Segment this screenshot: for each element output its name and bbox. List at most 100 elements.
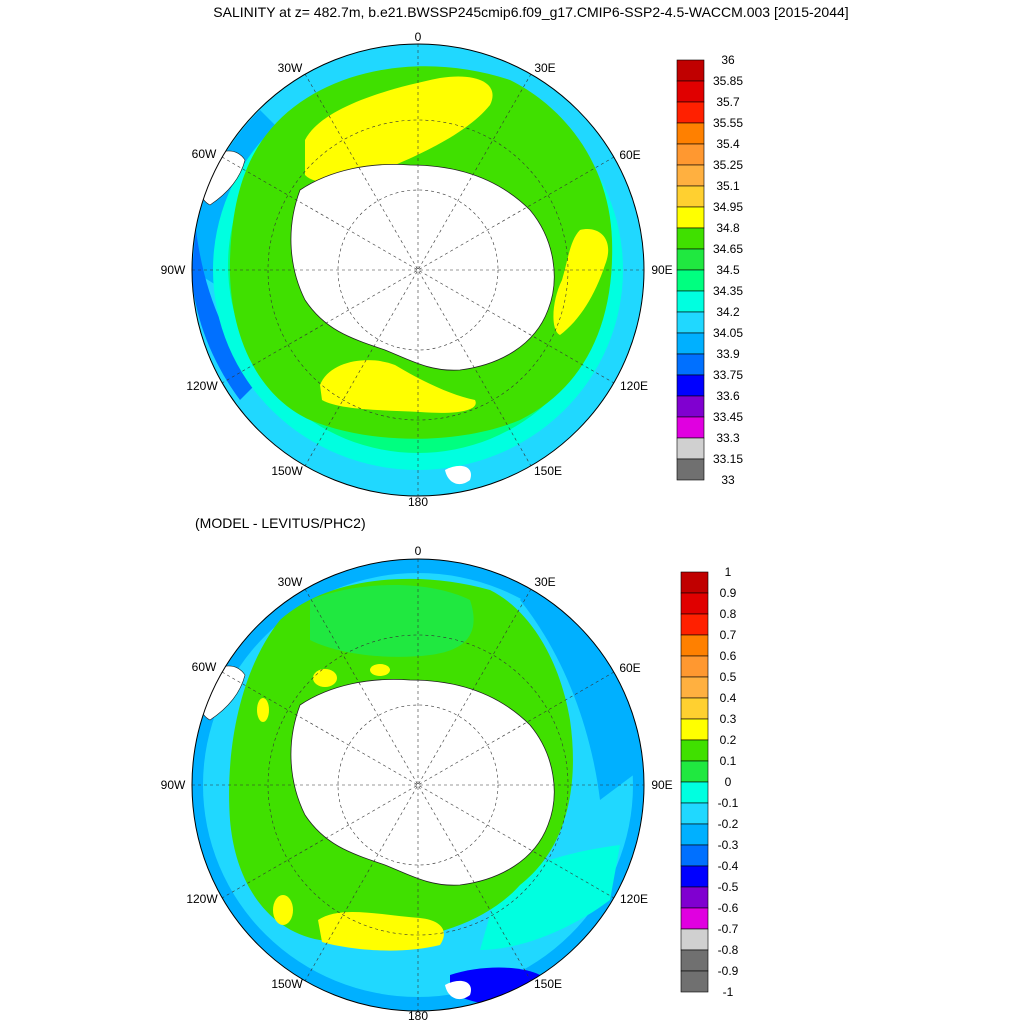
top-lon-150e: 150E xyxy=(534,464,562,478)
bottom-lon-30w: 30W xyxy=(278,575,303,589)
top-lon-60w: 60W xyxy=(192,147,217,161)
bottom-positive-weddell-b xyxy=(370,664,390,676)
bottom-colorbar-label-17: -0.7 xyxy=(718,922,739,936)
top-lon-150w: 150W xyxy=(271,464,303,478)
top-colorbar-label-1: 35.85 xyxy=(713,74,743,88)
bottom-colorbar-label-6: 0.4 xyxy=(720,691,737,705)
bottom-colorbar-box-18 xyxy=(680,949,709,972)
top-colorbar-box-5 xyxy=(676,164,705,187)
bottom-colorbar-box-8 xyxy=(680,739,709,762)
top-colorbar-box-15 xyxy=(676,374,705,397)
bottom-lon-180: 180 xyxy=(408,1009,428,1023)
bottom-colorbar-label-14: -0.4 xyxy=(718,859,739,873)
bottom-ocean-negative-east xyxy=(520,575,640,800)
top-colorbar-label-15: 33.75 xyxy=(713,368,743,382)
bottom-colorbar-box-13 xyxy=(680,844,709,867)
bottom-colorbar-box-19 xyxy=(680,970,709,993)
top-lon-0: 0 xyxy=(415,30,422,44)
top-colorbar-box-11 xyxy=(676,290,705,313)
bottom-colorbar-box-9 xyxy=(680,760,709,783)
top-colorbar-box-12 xyxy=(676,311,705,334)
top-colorbar-label-19: 33.15 xyxy=(713,452,743,466)
top-colorbar-label-2: 35.7 xyxy=(716,95,740,109)
top-colorbar-box-10 xyxy=(676,269,705,292)
top-lon-30e: 30E xyxy=(534,61,555,75)
top-colorbar-label-8: 34.8 xyxy=(716,221,740,235)
bottom-colorbar-label-3: 0.7 xyxy=(720,628,737,642)
bottom-colorbar-label-13: -0.3 xyxy=(718,838,739,852)
bottom-colorbar-box-10 xyxy=(680,781,709,804)
bottom-colorbar-label-10: 0 xyxy=(725,775,732,789)
bottom-colorbar-box-3 xyxy=(680,634,709,657)
bottom-lon-150e: 150E xyxy=(534,977,562,991)
top-colorbar-label-17: 33.45 xyxy=(713,410,743,424)
bottom-colorbar-label-19: -0.9 xyxy=(718,964,739,978)
top-colorbar-label-12: 34.2 xyxy=(716,305,740,319)
top-colorbar-box-4 xyxy=(676,143,705,166)
bottom-colorbar-box-17 xyxy=(680,928,709,951)
top-high-salinity-ross xyxy=(320,360,476,413)
top-map-title: SALINITY at z= 482.7m, b.e21.BWSSP245cmi… xyxy=(213,4,848,20)
bottom-new-zealand-land xyxy=(445,980,471,1000)
bottom-lon-90w: 90W xyxy=(161,778,186,792)
top-colorbar-label-16: 33.6 xyxy=(716,389,740,403)
bottom-colorbar-label-18: -0.8 xyxy=(718,943,739,957)
bottom-colorbar-box-0 xyxy=(680,571,709,594)
bottom-colorbar-box-12 xyxy=(680,823,709,846)
bottom-colorbar-label-16: -0.6 xyxy=(718,901,739,915)
top-latitude-circle-outer xyxy=(267,119,569,421)
top-colorbar-label-11: 34.35 xyxy=(713,284,743,298)
bottom-colorbar-label-7: 0.3 xyxy=(720,712,737,726)
bottom-positive-peninsula xyxy=(257,698,269,722)
bottom-colorbar-label-0: 1 xyxy=(725,565,732,579)
top-colorbar-box-1 xyxy=(676,80,705,103)
bottom-lon-0: 0 xyxy=(415,544,422,558)
bottom-positive-amundsen xyxy=(273,895,293,925)
bottom-lon-60e: 60E xyxy=(619,661,640,675)
top-colorbar-box-16 xyxy=(676,395,705,418)
top-colorbar-label-5: 35.25 xyxy=(713,158,743,172)
top-colorbar-box-17 xyxy=(676,416,705,439)
top-colorbar: 36 35.85 35.7 35.55 35.4 35.25 35.1 34.95 34.8 34… xyxy=(676,53,743,487)
top-colorbar-box-0 xyxy=(676,59,705,82)
top-colorbar-label-9: 34.65 xyxy=(713,242,743,256)
top-lon-120e: 120E xyxy=(620,379,648,393)
bottom-colorbar-label-20: -1 xyxy=(723,985,734,999)
bottom-lon-30e: 30E xyxy=(534,575,555,589)
bottom-lon-120e: 120E xyxy=(620,892,648,906)
bottom-colorbar-box-16 xyxy=(680,907,709,930)
bottom-polar-map xyxy=(192,559,644,1011)
bottom-antarctica-landmass xyxy=(290,679,555,886)
bottom-colorbar-box-1 xyxy=(680,592,709,615)
top-colorbar-label-14: 33.9 xyxy=(716,347,740,361)
top-colorbar-box-19 xyxy=(676,458,705,481)
top-colorbar-label-10: 34.5 xyxy=(716,263,740,277)
bottom-colorbar-label-15: -0.5 xyxy=(718,880,739,894)
bottom-colorbar-box-7 xyxy=(680,718,709,741)
top-new-zealand-land xyxy=(445,465,471,485)
top-lon-120w: 120W xyxy=(186,379,218,393)
bottom-colorbar-box-6 xyxy=(680,697,709,720)
bottom-lon-150w: 150W xyxy=(271,977,303,991)
top-map-border xyxy=(191,43,645,497)
top-high-salinity-east xyxy=(553,229,609,335)
top-lon-60e: 60E xyxy=(619,148,640,162)
top-polar-map xyxy=(192,44,644,496)
bottom-latitude-circle-outer xyxy=(267,634,569,936)
top-colorbar-label-4: 35.4 xyxy=(716,137,740,151)
bottom-colorbar-box-14 xyxy=(680,865,709,888)
bottom-positive-ross xyxy=(318,911,444,951)
bottom-colorbar-box-11 xyxy=(680,802,709,825)
bottom-colorbar-label-8: 0.2 xyxy=(720,733,737,747)
top-lon-180: 180 xyxy=(408,495,428,509)
bottom-colorbar-label-1: 0.9 xyxy=(720,586,737,600)
bottom-ocean-ring-cyan xyxy=(480,845,620,950)
bottom-colorbar-label-5: 0.5 xyxy=(720,670,737,684)
bottom-map-title: (MODEL - LEVITUS/PHC2) xyxy=(195,515,366,531)
bottom-colorbar-box-4 xyxy=(680,655,709,678)
bottom-colorbar-label-9: 0.1 xyxy=(720,754,737,768)
top-colorbar-label-6: 35.1 xyxy=(716,179,740,193)
top-colorbar-box-14 xyxy=(676,353,705,376)
top-colorbar-box-2 xyxy=(676,101,705,124)
bottom-positive-weddell-a xyxy=(313,669,337,687)
